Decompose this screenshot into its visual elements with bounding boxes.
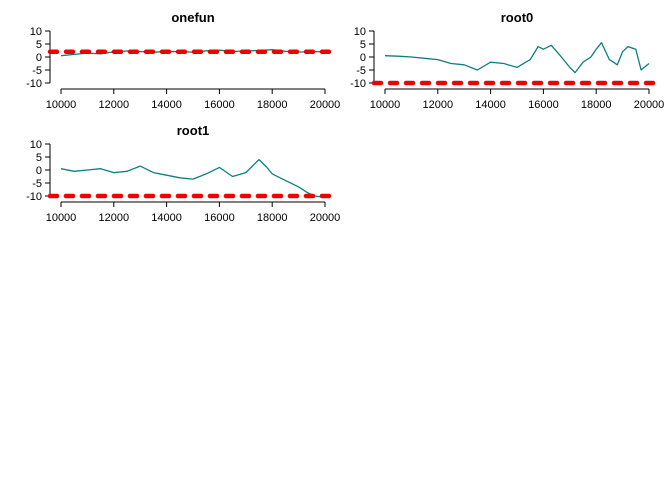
x-tick-label: 18000 (257, 212, 288, 224)
y-tick-label: 10 (30, 139, 42, 151)
x-tick-label: 16000 (204, 212, 235, 224)
y-tick-label: -10 (26, 78, 42, 90)
x-tick-label: 12000 (99, 99, 130, 111)
x-tick-label: 20000 (310, 212, 341, 224)
y-tick-label: -10 (350, 78, 366, 90)
chart-title: onefun (171, 10, 214, 25)
y-tick-label: 5 (36, 39, 42, 51)
x-tick-label: 12000 (99, 212, 130, 224)
y-tick-label: 5 (360, 39, 366, 51)
x-tick-label: 16000 (204, 99, 235, 111)
y-tick-label: -5 (32, 65, 42, 77)
y-tick-label: 0 (360, 52, 366, 64)
x-tick-label: 10000 (46, 212, 77, 224)
x-tick-label: 18000 (581, 99, 612, 111)
y-tick-label: -5 (32, 178, 42, 190)
x-tick-label: 14000 (151, 212, 182, 224)
series-line (384, 42, 650, 74)
x-tick-label: 12000 (423, 99, 454, 111)
y-tick-label: 0 (36, 52, 42, 64)
chart-title: root0 (501, 10, 534, 25)
y-tick-label: 10 (354, 26, 366, 38)
x-tick-label: 20000 (310, 99, 341, 111)
x-tick-label: 18000 (257, 99, 288, 111)
y-tick-label: 5 (36, 152, 42, 164)
x-tick-label: 10000 (370, 99, 401, 111)
x-tick-label: 16000 (528, 99, 559, 111)
x-tick-label: 14000 (151, 99, 182, 111)
series-line (60, 158, 326, 198)
x-tick-label: 14000 (475, 99, 506, 111)
x-tick-label: 20000 (634, 99, 665, 111)
y-tick-label: 0 (36, 165, 42, 177)
x-tick-label: 10000 (46, 99, 77, 111)
y-tick-label: 10 (30, 26, 42, 38)
y-tick-label: -10 (26, 191, 42, 203)
y-tick-label: -5 (356, 65, 366, 77)
chart-title: root1 (177, 123, 210, 138)
